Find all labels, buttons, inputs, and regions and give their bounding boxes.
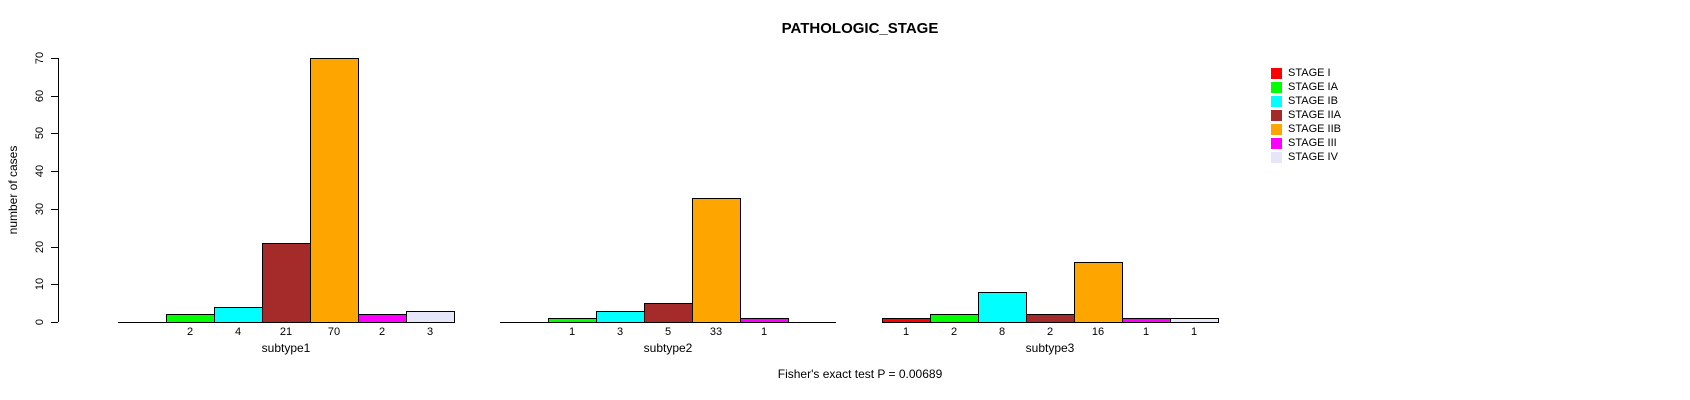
y-tick [51,284,58,286]
bar-value-label: 1 [760,326,768,338]
bar-subtype2-stage-ia [548,318,597,323]
bar-subtype2-stage-iii [740,318,789,323]
bar-subtype3-stage-iii [1122,318,1171,323]
y-tick-label: 30 [34,202,46,215]
bar-value-label: 1 [902,326,910,338]
y-tick [51,58,58,59]
legend-label: STAGE IIA [1288,109,1341,121]
bar-subtype2-stage-iib [692,197,741,323]
fisher-test-annotation: Fisher's exact test P = 0.00689 [777,367,943,381]
bar-value-label: 16 [1091,326,1105,338]
bar-subtype3-stage-ib [978,291,1027,323]
bar-value-label: 21 [279,326,293,338]
y-tick-label: 70 [34,51,46,65]
bar-value-label: 33 [709,326,723,338]
legend-swatch-stage-iib [1271,124,1282,135]
bar-subtype3-stage-ia [930,314,979,323]
legend-label: STAGE IV [1288,151,1338,163]
bar-value-label: 1 [1190,326,1198,338]
y-tick [51,246,58,248]
y-tick-label: 10 [34,278,46,291]
bar-value-label: 1 [1142,326,1150,338]
legend-swatch-stage-ib [1271,96,1282,107]
bar-value-label: 3 [616,326,624,338]
bar-subtype2-stage-ib [596,310,645,323]
legend-label: STAGE I [1288,67,1331,79]
bar-value-label: 5 [664,326,672,338]
chart-title: PATHOLOGIC_STAGE [781,20,939,37]
bar-subtype3-stage-iib [1074,261,1123,323]
bar-subtype1-stage-iia [262,242,311,323]
y-tick [51,133,58,135]
legend-swatch-stage-i [1271,68,1282,79]
bar-subtype3-stage-i [882,318,931,323]
x-axis-group-label: subtype2 [643,341,693,355]
y-tick-label: 20 [34,240,46,253]
legend-swatch-stage-ia [1271,82,1282,93]
y-tick-label: 60 [34,89,46,102]
y-tick [51,208,58,210]
bar-value-label: 8 [998,326,1006,338]
bar-value-label: 3 [426,326,434,338]
bar-value-label: 4 [234,326,242,338]
y-axis-label: number of cases [6,145,20,235]
y-tick-label: 50 [34,127,46,140]
y-axis-line [58,58,59,322]
legend-label: STAGE IA [1288,81,1338,93]
bar-value-label: 2 [378,326,386,338]
bar-value-label: 2 [950,326,958,338]
x-axis-group-label: subtype1 [261,341,311,355]
bar-subtype1-stage-iib [310,58,359,323]
bar-value-label: 2 [1046,326,1054,338]
bar-subtype1-stage-ib [214,306,263,323]
y-tick [51,171,58,173]
bar-value-label: 1 [568,326,576,338]
legend-label: STAGE IIB [1288,123,1341,135]
bar-value-label: 70 [327,326,341,338]
bar-subtype1-stage-iv [406,310,455,323]
legend-swatch-stage-iii [1271,138,1282,149]
legend-swatch-stage-iv [1271,152,1282,163]
bar-subtype3-stage-iv [1170,318,1219,323]
x-axis-group-label: subtype3 [1025,341,1075,355]
y-tick-label: 40 [34,165,46,178]
legend-label: STAGE III [1288,137,1337,149]
bar-subtype1-stage-iii [358,314,407,323]
y-tick-label: 0 [34,318,46,326]
bar-subtype3-stage-iia [1026,314,1075,323]
legend-label: STAGE IB [1288,95,1338,107]
bar-subtype2-stage-iia [644,303,693,323]
y-tick [51,95,58,97]
bar-value-label: 2 [186,326,194,338]
legend-swatch-stage-iia [1271,110,1282,121]
y-tick [51,322,58,323]
bar-subtype1-stage-ia [166,314,215,323]
